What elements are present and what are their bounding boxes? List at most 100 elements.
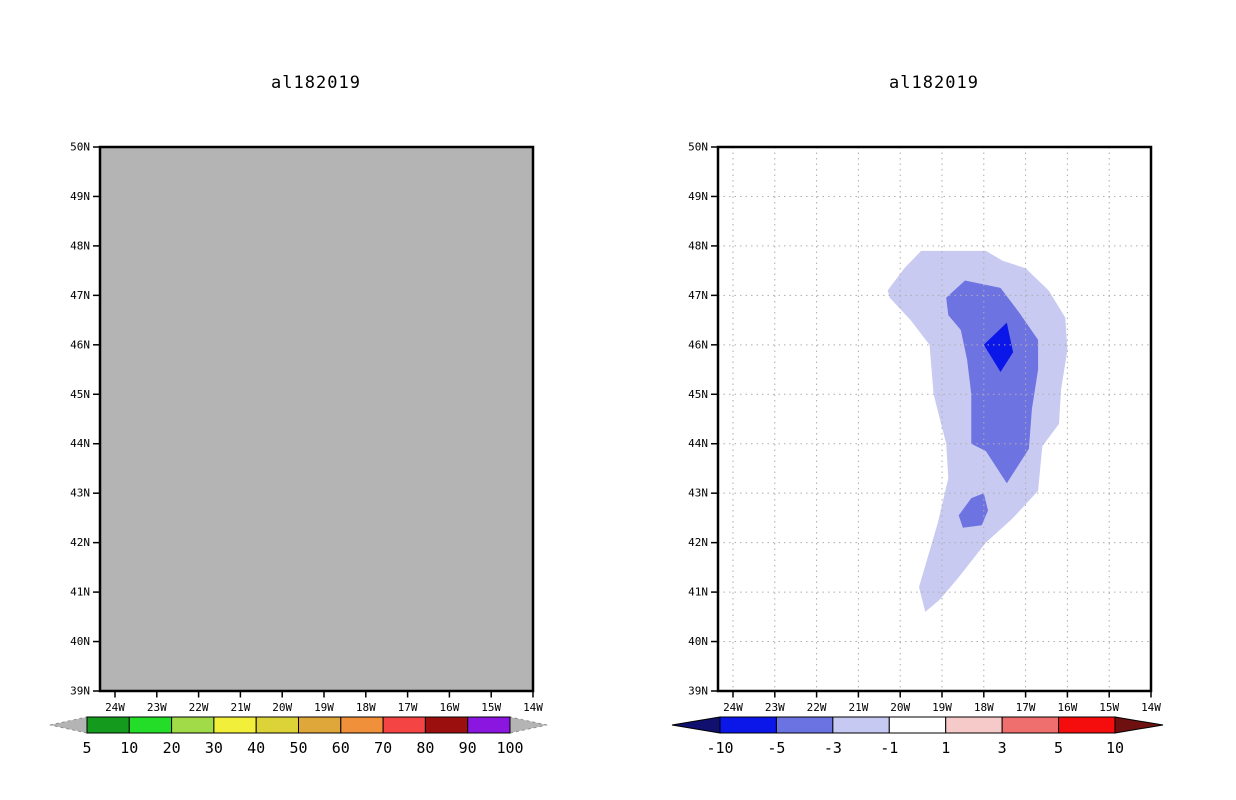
lat-axis: 50N 49N 48N 47N 46N 45N 44N 43N 42N 41N 40N 39N	[70, 141, 100, 698]
lat-tick-label: 48N	[70, 239, 90, 252]
colorbar-segment	[467, 716, 511, 734]
colorbar-tick-label: -5	[767, 739, 785, 757]
contour-polygon	[958, 493, 988, 528]
lat-tick-label: 42N	[70, 536, 90, 549]
lat-tick-label: 40N	[688, 635, 708, 648]
lon-tick-label: 19W	[314, 701, 334, 714]
lon-tick-label: 24W	[105, 701, 125, 714]
colorbar-tick-label: 5	[82, 739, 91, 757]
lon-tick-label: 20W	[890, 701, 910, 714]
lat-tick-label: 46N	[688, 338, 708, 351]
colorbar-segment	[775, 716, 834, 734]
colorbar-left-arrow	[671, 716, 721, 734]
colorbar-segment	[945, 716, 1003, 734]
lat-tick-label: 39N	[688, 685, 708, 698]
lat-tick-label: 50N	[70, 141, 90, 154]
colorbar-tick-label: 1	[941, 739, 950, 757]
colorbar-tick-label: 20	[163, 739, 181, 757]
map-border	[716, 145, 1153, 693]
lat-tick-label: 39N	[70, 685, 90, 698]
colorbar-tick-label: 10	[1106, 739, 1124, 757]
lon-tick-label: 14W	[1141, 701, 1161, 714]
colorbar-right-arrow	[1114, 716, 1164, 734]
map-background	[100, 147, 533, 691]
lon-tick-label: 14W	[523, 701, 543, 714]
lat-tick-label: 45N	[70, 388, 90, 401]
colorbar: 5 10 20 30 40 50 60 70 80 90 100	[49, 716, 548, 757]
colorbar-segment	[424, 716, 469, 734]
colorbar-tick-label: 80	[416, 739, 434, 757]
colorbar-tick-label: 40	[247, 739, 265, 757]
lat-tick-label: 48N	[688, 239, 708, 252]
lon-tick-label: 19W	[932, 701, 952, 714]
lon-tick-label: 17W	[398, 701, 418, 714]
lon-tick-label: 24W	[723, 701, 743, 714]
lat-tick-label: 42N	[688, 536, 708, 549]
lon-tick-label: 22W	[189, 701, 209, 714]
contour-polygon	[983, 322, 1014, 372]
lat-axis: 50N 49N 48N 47N 46N 45N 44N 43N 42N 41N 40N 39N	[688, 141, 718, 698]
colorbar-tick-label: 3	[998, 739, 1007, 757]
colorbar-tick-label: 5	[1054, 739, 1063, 757]
lon-tick-label: 22W	[807, 701, 827, 714]
lon-tick-label: 18W	[974, 701, 994, 714]
contour-layer	[887, 250, 1068, 612]
colorbar-segment	[1001, 716, 1060, 734]
colorbar-tick-label: -3	[824, 739, 842, 757]
lat-tick-label: 44N	[688, 437, 708, 450]
lat-tick-label: 41N	[70, 586, 90, 599]
lat-tick-label: 47N	[70, 289, 90, 302]
colorbar-tick-label: 70	[374, 739, 392, 757]
lat-tick-label: 43N	[70, 487, 90, 500]
colorbar-segment	[86, 716, 130, 734]
lon-tick-label: 21W	[848, 701, 868, 714]
lon-tick-label: 20W	[272, 701, 292, 714]
right-map: 50N 49N 48N 47N 46N 45N 44N 43N 42N 41N 40N 39N 24W 2…	[618, 140, 1236, 780]
left-map: 50N 49N 48N 47N 46N 45N 44N 43N 42N 41N 40N 39N 24W 2…	[0, 140, 618, 780]
colorbar-segment	[382, 716, 426, 734]
colorbar-tick-label: 60	[332, 739, 350, 757]
colorbar-segment	[832, 716, 890, 734]
lat-tick-label: 47N	[688, 289, 708, 302]
colorbar-left-arrow	[49, 716, 88, 734]
lat-tick-label: 44N	[70, 437, 90, 450]
lon-tick-label: 16W	[1057, 701, 1077, 714]
lon-axis: 24W 23W 22W 21W 20W 19W 18W 17W 16W 15W 14W	[105, 691, 543, 714]
lat-tick-label: 45N	[688, 388, 708, 401]
lon-tick-label: 17W	[1016, 701, 1036, 714]
map-background	[718, 147, 1151, 691]
colorbar-segment	[340, 716, 384, 734]
colorbar-tick-label: 90	[459, 739, 477, 757]
lat-tick-label: 46N	[70, 338, 90, 351]
colorbar-tick-label: 100	[496, 739, 523, 757]
colorbar-segment	[719, 716, 777, 734]
colorbar-segment	[128, 716, 173, 734]
contour-polygon	[946, 280, 1039, 484]
lon-axis: 24W 23W 22W 21W 20W 19W 18W 17W 16W 15W 14W	[723, 691, 1161, 714]
colorbar-tick-label: -1	[880, 739, 898, 757]
colorbar: -10 -5 -3 -1 1 3 5 10	[671, 716, 1164, 757]
lat-tick-label: 41N	[688, 586, 708, 599]
colorbar-tick-label: 10	[120, 739, 138, 757]
lat-tick-label: 40N	[70, 635, 90, 648]
lon-tick-label: 15W	[481, 701, 501, 714]
graticule	[718, 147, 1151, 691]
lon-tick-label: 16W	[439, 701, 459, 714]
lat-tick-label: 43N	[688, 487, 708, 500]
map-chart-svg: 50N 49N 48N 47N 46N 45N 44N 43N 42N 41N 40N 39N 24W 2…	[49, 141, 548, 757]
lat-tick-label: 49N	[70, 190, 90, 203]
colorbar-segment	[298, 716, 342, 734]
colorbar-segment	[171, 716, 215, 734]
lon-tick-label: 23W	[765, 701, 785, 714]
lon-tick-label: 18W	[356, 701, 376, 714]
storm-id-title: al182019	[889, 73, 979, 93]
storm-id-title: al182019	[271, 73, 361, 93]
lat-tick-label: 50N	[688, 141, 708, 154]
lon-tick-label: 15W	[1099, 701, 1119, 714]
colorbar-right-arrow	[509, 716, 548, 734]
colorbar-tick-label: -10	[706, 739, 733, 757]
right-panel: al182019 10/27/19 06Z 0-120h 64 kt Cum W…	[618, 0, 1236, 800]
lon-tick-label: 21W	[230, 701, 250, 714]
